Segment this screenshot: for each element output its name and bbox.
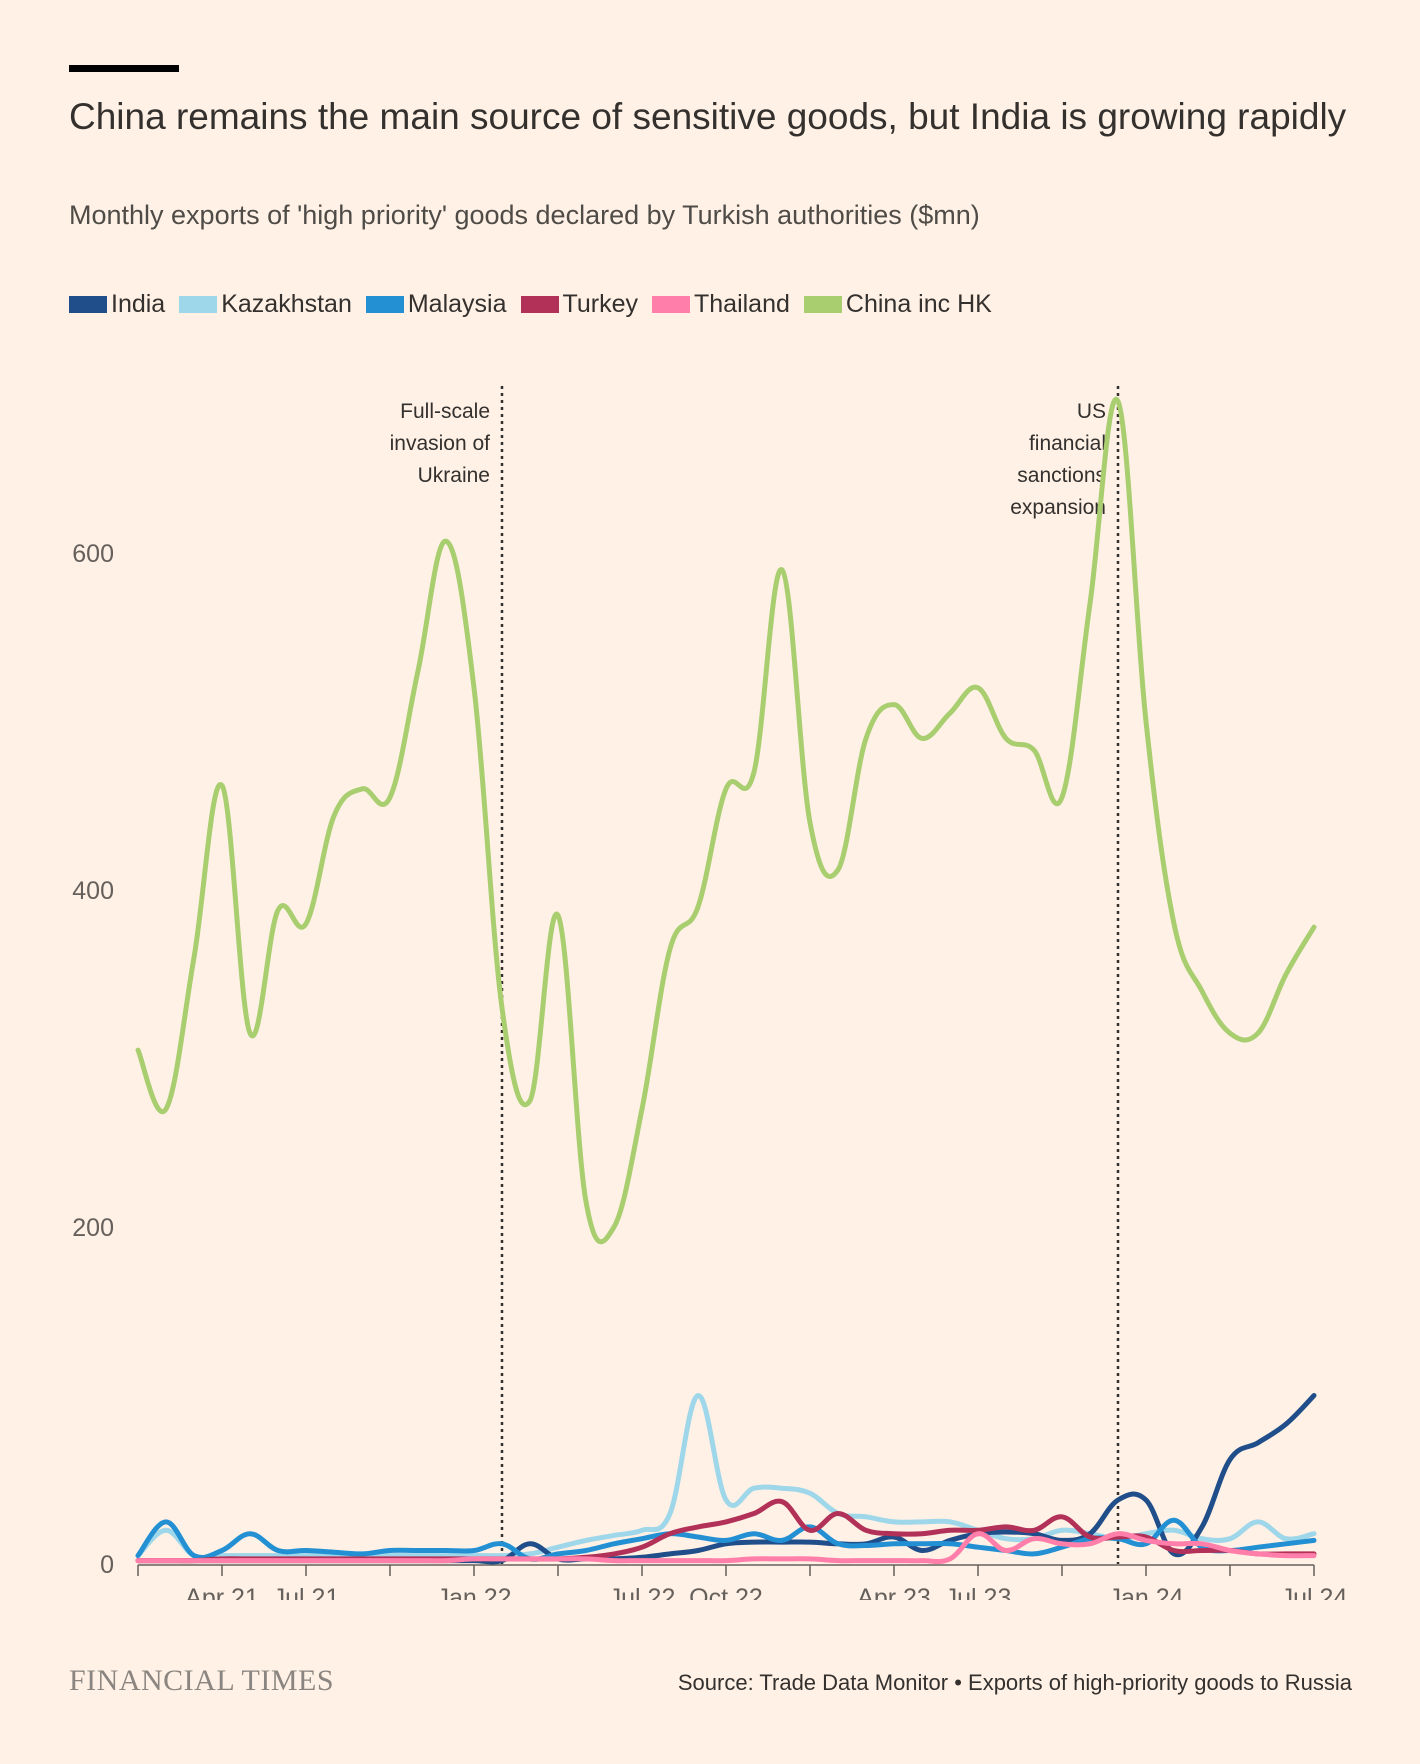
legend-item: China inc HK bbox=[803, 290, 992, 319]
chart-legend: India Kazakhstan Malaysia Turkey Thailand Chi… bbox=[69, 290, 1006, 319]
annotation-label: Full-scale bbox=[400, 400, 490, 423]
legend-item: India bbox=[69, 290, 165, 319]
legend-label: Kazakhstan bbox=[221, 290, 352, 318]
annotation-label: financial bbox=[1029, 432, 1106, 455]
source-note: Source: Trade Data Monitor • Exports of … bbox=[677, 1670, 1352, 1695]
legend-swatch bbox=[652, 296, 690, 313]
annotation-label: US bbox=[1077, 400, 1106, 423]
series-line-thailand bbox=[135, 1531, 1317, 1565]
legend-item: Kazakhstan bbox=[179, 290, 352, 319]
x-tick-label: Apr 23 bbox=[857, 1584, 931, 1600]
ft-top-rule bbox=[69, 65, 179, 72]
y-tick-label: 400 bbox=[72, 877, 114, 905]
y-tick-label: 0 bbox=[100, 1551, 114, 1579]
legend-swatch bbox=[520, 296, 559, 313]
x-tick-label: Jul 22 bbox=[609, 1584, 676, 1600]
legend-item: Thailand bbox=[652, 290, 790, 319]
series-line-china-inc-hk bbox=[135, 396, 1317, 1245]
annotation-label: sanctions bbox=[1017, 464, 1106, 487]
legend-swatch bbox=[179, 296, 218, 313]
annotation-label: invasion of bbox=[390, 432, 491, 455]
legend-item: Malaysia bbox=[365, 290, 507, 319]
legend-label: Malaysia bbox=[407, 290, 507, 318]
legend-label: India bbox=[111, 290, 166, 318]
chart-subtitle: Monthly exports of 'high priority' goods… bbox=[69, 200, 980, 230]
x-tick-label: Jul 24 bbox=[1281, 1584, 1348, 1600]
x-tick-label: Oct 22 bbox=[689, 1584, 763, 1600]
line-chart: 0 200 400 600 Apr 21 Jul 21 Jan 22 Jul 22 Oct 22… bbox=[72, 386, 1348, 1600]
legend-label: Turkey bbox=[562, 290, 638, 318]
x-tick-label: Jan 22 bbox=[436, 1584, 511, 1600]
legend-label: China inc HK bbox=[845, 290, 992, 318]
legend-label: Thailand bbox=[694, 290, 790, 318]
ft-logo: FINANCIAL TIMES bbox=[69, 1664, 335, 1697]
legend-swatch bbox=[365, 296, 404, 313]
y-tick-label: 200 bbox=[72, 1214, 114, 1242]
annotation-label: Ukraine bbox=[418, 464, 490, 487]
y-tick-label: 600 bbox=[72, 540, 114, 568]
x-tick-label: Jul 23 bbox=[945, 1584, 1012, 1600]
chart-title: China remains the main source of sensiti… bbox=[69, 96, 1347, 137]
x-tick-label: Jan 24 bbox=[1108, 1584, 1183, 1600]
legend-item: Turkey bbox=[520, 290, 638, 319]
legend-swatch bbox=[69, 296, 107, 313]
series-line-kazakhstan bbox=[135, 1392, 1317, 1561]
x-tick-label: Jul 21 bbox=[273, 1584, 340, 1600]
legend-swatch bbox=[803, 296, 842, 313]
annotation-label: expansion bbox=[1010, 496, 1106, 519]
x-tick-label: Apr 21 bbox=[185, 1584, 259, 1600]
